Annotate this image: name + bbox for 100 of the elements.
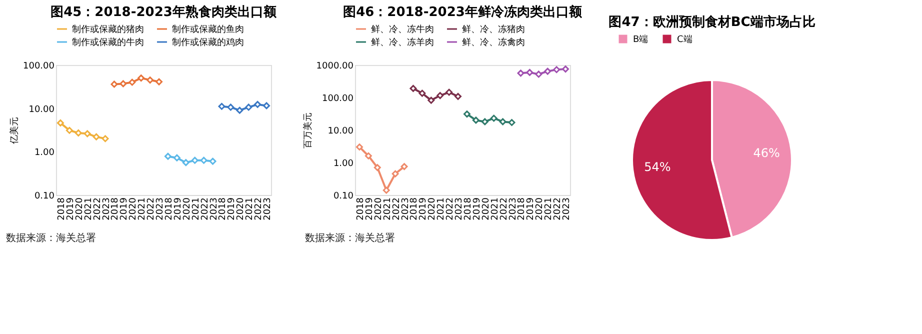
legend-label: 鲜、冷、冻羊肉 xyxy=(371,37,434,48)
data-label: 54% xyxy=(644,160,671,174)
point xyxy=(374,164,381,172)
x-tick-label: 2019 xyxy=(418,197,429,220)
point xyxy=(66,126,73,134)
y-axis-title: 亿美元 xyxy=(9,117,20,145)
point xyxy=(562,66,570,73)
x-tick-label: 2022 xyxy=(92,198,103,220)
point xyxy=(74,129,82,136)
x-tick-label: 2022 xyxy=(146,198,157,220)
x-tick-label: 2022 xyxy=(200,198,210,220)
point xyxy=(382,186,390,194)
x-tick-label: 2023 xyxy=(263,198,274,220)
x-tick-label: 2023 xyxy=(209,198,220,220)
legend-label: 鲜、冷、冻禽肉 xyxy=(462,37,525,48)
point xyxy=(173,154,180,162)
x-tick-label: 2018 xyxy=(410,197,420,220)
x-tick-label: 2020 xyxy=(374,197,384,220)
x-tick-label: 2021 xyxy=(544,198,554,220)
x-tick-label: 2023 xyxy=(454,198,465,220)
point xyxy=(356,144,363,150)
point xyxy=(218,102,226,110)
legend-label: B端 xyxy=(633,34,648,45)
point xyxy=(236,106,244,114)
x-tick-label: 2021 xyxy=(382,198,393,220)
point xyxy=(428,96,435,104)
x-tick-label: 2019 xyxy=(120,197,130,220)
point xyxy=(84,130,91,138)
point xyxy=(544,68,552,75)
x-tick-label: 2022 xyxy=(446,198,456,220)
point xyxy=(508,119,516,126)
point xyxy=(553,66,560,74)
point xyxy=(400,163,408,170)
x-tick-label: 2018 xyxy=(110,197,121,220)
point xyxy=(463,110,470,118)
y-axis-title: 百万美元 xyxy=(302,112,314,148)
x-tick-label: 2022 xyxy=(553,198,564,220)
point xyxy=(56,119,64,126)
x-tick-label: 2020 xyxy=(128,197,139,220)
x-tick-label: 2021 xyxy=(191,198,202,220)
x-tick-label: 2018 xyxy=(56,197,67,220)
y-tick-label: 0.10 xyxy=(333,192,354,202)
x-tick-label: 2023 xyxy=(508,198,518,220)
chart-title: 图45：2018-2023年熟食肉类出口额 xyxy=(50,4,278,20)
x-tick-label: 2019 xyxy=(227,197,238,220)
point xyxy=(263,102,270,110)
y-tick-label: 1.00 xyxy=(333,159,354,169)
y-tick-label: 0.10 xyxy=(34,192,55,202)
x-tick-label: 2019 xyxy=(526,197,536,220)
point xyxy=(110,80,118,88)
point xyxy=(454,92,462,100)
x-tick-label: 2019 xyxy=(173,197,184,220)
point xyxy=(156,78,163,86)
point xyxy=(245,104,252,111)
point xyxy=(418,90,426,97)
source-note: 数据来源：海关总署 xyxy=(305,232,395,244)
x-tick-label: 2021 xyxy=(490,198,500,220)
x-tick-label: 2021 xyxy=(84,198,94,220)
x-tick-label: 2018 xyxy=(463,197,474,220)
x-tick-label: 2020 xyxy=(182,197,192,220)
legend-label: 制作或保藏的猪肉 xyxy=(72,24,144,35)
source-note: 数据来源：海关总署 xyxy=(6,232,96,244)
point xyxy=(490,114,498,122)
point xyxy=(227,104,234,111)
legend-label: 制作或保藏的牛肉 xyxy=(72,37,144,48)
x-tick-label: 2023 xyxy=(400,198,411,220)
x-tick-label: 2022 xyxy=(392,198,402,220)
x-tick-label: 2018 xyxy=(517,197,528,220)
legend-label: C端 xyxy=(677,34,692,45)
point xyxy=(410,84,417,92)
point xyxy=(526,68,534,76)
x-tick-label: 2018 xyxy=(218,197,228,220)
point xyxy=(436,92,444,100)
data-label: 46% xyxy=(753,146,780,160)
point xyxy=(254,100,262,108)
legend-label: 制作或保藏的鸡肉 xyxy=(172,37,244,48)
point xyxy=(164,152,172,160)
legend-label: 鲜、冷、冻猪肉 xyxy=(462,24,525,35)
point xyxy=(446,88,453,96)
x-tick-label: 2023 xyxy=(156,198,166,220)
y-tick-label: 1000.00 xyxy=(316,62,354,72)
y-tick-label: 100.00 xyxy=(23,62,55,72)
point xyxy=(472,116,480,124)
x-tick-label: 2020 xyxy=(74,197,85,220)
point xyxy=(392,170,399,178)
x-tick-label: 2022 xyxy=(254,198,264,220)
point xyxy=(535,70,542,78)
legend-label: 制作或保藏的鱼肉 xyxy=(172,24,244,35)
y-tick-label: 1.00 xyxy=(34,148,55,158)
x-tick-label: 2018 xyxy=(356,197,366,220)
x-tick-label: 2023 xyxy=(562,198,572,220)
point xyxy=(146,76,154,84)
y-tick-label: 100.00 xyxy=(322,94,354,104)
point xyxy=(120,80,127,88)
point xyxy=(128,78,136,86)
x-tick-label: 2021 xyxy=(138,198,148,220)
point xyxy=(138,74,145,82)
x-tick-label: 2022 xyxy=(499,198,510,220)
x-tick-label: 2021 xyxy=(436,198,447,220)
x-tick-label: 2019 xyxy=(472,197,482,220)
